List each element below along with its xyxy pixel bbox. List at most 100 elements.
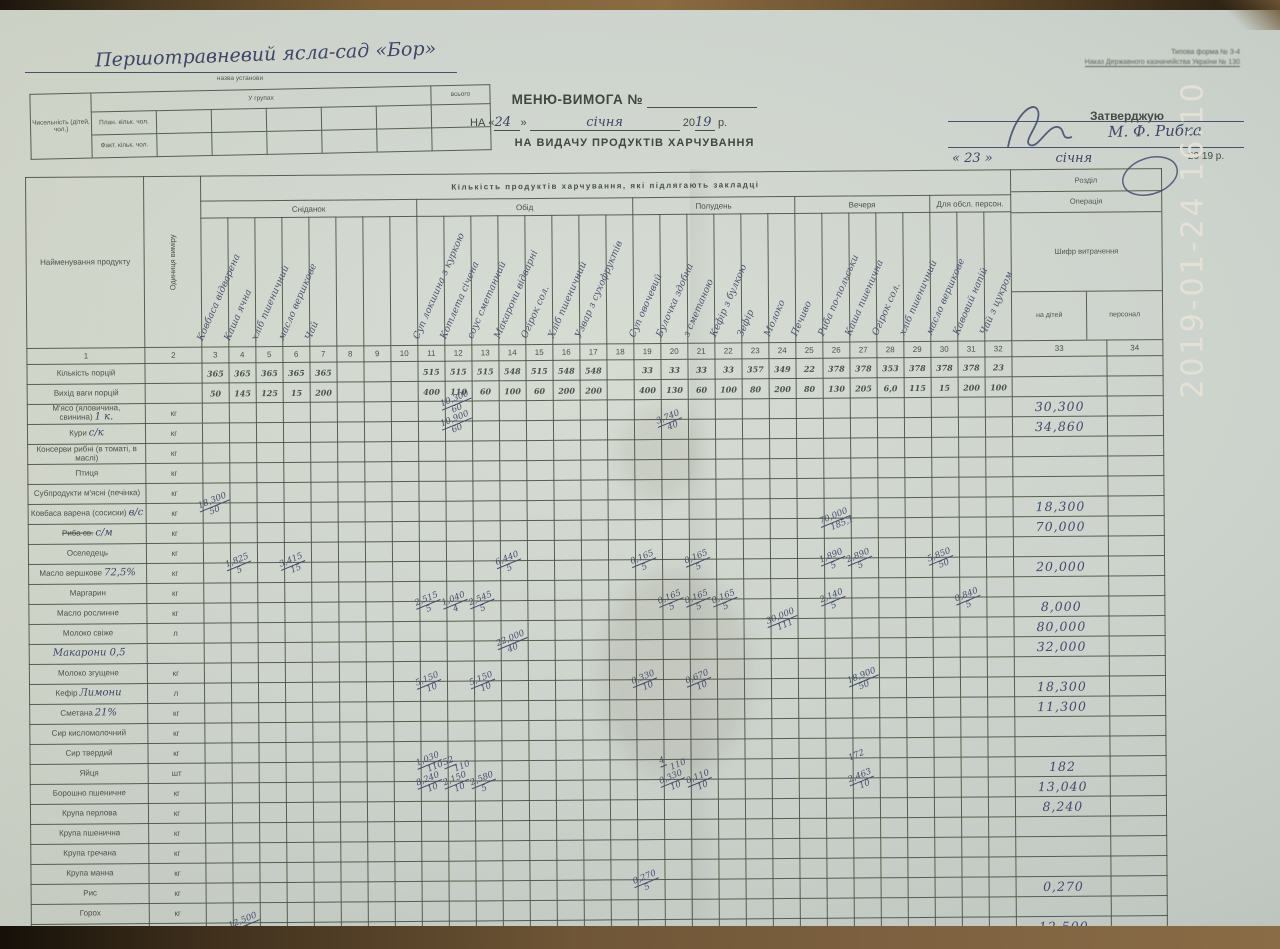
col-number-12: 12	[444, 344, 472, 362]
cell-r1-c5: 365	[255, 362, 283, 383]
cell-r17-c31	[960, 676, 988, 698]
cell-r14-c3	[203, 622, 232, 644]
cell-r1-c26: 378	[822, 358, 850, 379]
col-number-15: 15	[525, 344, 553, 361]
institution-name-handwritten: Першотравневий ясла-сад «Бор»	[94, 37, 437, 72]
cell-r6-c3	[202, 462, 230, 484]
cell-r4-c10	[391, 421, 419, 442]
cell-r18-c4	[231, 702, 259, 723]
cell-r24-c31	[961, 816, 989, 838]
cell-r2-c18	[606, 379, 635, 400]
cell-r28-c11	[422, 901, 450, 922]
cell-r20-c32	[987, 736, 1015, 757]
col-number-24: 24	[768, 342, 796, 359]
cell-r15-c14: 22,000 40	[494, 628, 529, 661]
cell-r27-c7	[313, 882, 342, 903]
cell-r18-c24	[771, 698, 799, 719]
cell-r25-c26	[826, 838, 854, 859]
cell-r17-c6	[285, 682, 313, 703]
col-number-27: 27	[849, 341, 877, 359]
cell-r3-c27	[850, 397, 878, 419]
cell-r8-c29	[904, 497, 933, 518]
cell-r20-c15	[528, 740, 556, 761]
cell-r18-c28	[879, 697, 907, 718]
product-printed-label: Вихід ваги порцій	[53, 388, 119, 399]
product-label-row6: Птиця	[27, 463, 146, 485]
cell-r19-c13	[474, 720, 502, 741]
col-number-10: 10	[390, 345, 418, 362]
cell-r18-c5	[258, 702, 286, 723]
cell-r26-c30	[934, 857, 962, 878]
cell-r8-c19	[634, 499, 663, 520]
cell-r4-c23	[742, 418, 770, 439]
cell-r3-c30	[931, 397, 959, 418]
product-printed-label: Масло рослинне	[56, 608, 119, 619]
cell-r8-c13	[472, 500, 501, 521]
cell-r25-c22	[718, 838, 746, 860]
cell-r4-c28	[877, 417, 905, 438]
total-children-r18: 11,300	[1014, 695, 1110, 717]
cell-r24-c4	[232, 822, 260, 843]
cell-r14-c15	[527, 620, 555, 641]
cell-r9-c17	[581, 519, 609, 541]
cell-r17-c25	[798, 678, 826, 699]
cell-r23-c23	[745, 798, 773, 819]
cell-r19-c9	[366, 721, 394, 742]
cell-r28-c32	[989, 896, 1017, 917]
cell-r8-c7	[310, 502, 339, 523]
cell-r19-c4	[231, 722, 259, 743]
cell-r15-c7	[312, 642, 340, 663]
cell-r9-c5	[257, 522, 285, 543]
cell-r25-c16	[556, 840, 584, 861]
cell-r4-c7	[310, 422, 338, 443]
cell-r1-c25: 22	[795, 358, 823, 379]
cell-r15-c27	[851, 637, 880, 659]
cell-r3-c8	[337, 401, 365, 423]
col-number-31: 31	[957, 340, 985, 358]
dish-header-col16: Хліб пшеничний	[546, 215, 589, 345]
total-handwritten: 32,000	[1036, 638, 1087, 655]
cell-r18-c3	[204, 702, 232, 724]
cell-r4-c9	[364, 421, 392, 442]
cell-r25-c18	[610, 839, 638, 860]
dish-header-col19: Суп овочевий	[627, 214, 664, 344]
cell-r22-c28	[880, 777, 908, 798]
cell-r6-c26	[823, 458, 851, 479]
cell-r16-c4	[231, 662, 259, 683]
cell-r4-c24	[769, 418, 797, 439]
cell-r1-c6: 365	[282, 362, 310, 383]
cell-r21-c3	[204, 762, 233, 784]
cell-r22-c23	[745, 778, 773, 799]
cell-r23-c30	[934, 797, 962, 818]
cell-r13-c4	[230, 602, 258, 623]
approve-date-day: « 23 » січня	[952, 151, 1092, 166]
total-children-r7	[1012, 476, 1108, 497]
cell-r1-c17: 548	[579, 359, 607, 381]
cell-r9-c26: 70,000 185,1	[817, 506, 855, 539]
cell-r6-c30	[931, 457, 959, 478]
cell-r1-c20: 33	[660, 359, 688, 380]
cell-r18-c15	[528, 700, 556, 721]
headcount-label: Чисельність (дітей, чол.)	[29, 93, 93, 160]
cell-r10-c17	[581, 539, 609, 561]
cell-r3-c29	[904, 397, 932, 418]
cell-r8-c22	[715, 498, 744, 520]
cell-r14-c28	[878, 617, 906, 638]
cell-r25-c4	[232, 842, 260, 863]
cell-r2-c14: 100	[498, 380, 527, 401]
cell-r15-c30	[932, 637, 961, 658]
dish-header-col17: Узвар з сухофруктів	[573, 214, 625, 345]
cell-r8-c17	[580, 499, 609, 521]
cell-r5-c27	[850, 437, 878, 459]
unit-row11: кг	[146, 563, 204, 584]
cell-r24-c25	[799, 818, 827, 839]
col-number-14: 14	[498, 344, 526, 361]
cell-r14-c5	[257, 622, 286, 643]
unit-row4: кг	[145, 423, 203, 444]
cell-r9-c32	[986, 516, 1014, 537]
cell-r7-c30	[931, 477, 959, 498]
cell-r7-c9	[364, 481, 392, 502]
cell-r1-c16: 548	[552, 360, 580, 381]
headcount-cell	[266, 107, 322, 132]
col-number-4: 4	[228, 346, 256, 363]
